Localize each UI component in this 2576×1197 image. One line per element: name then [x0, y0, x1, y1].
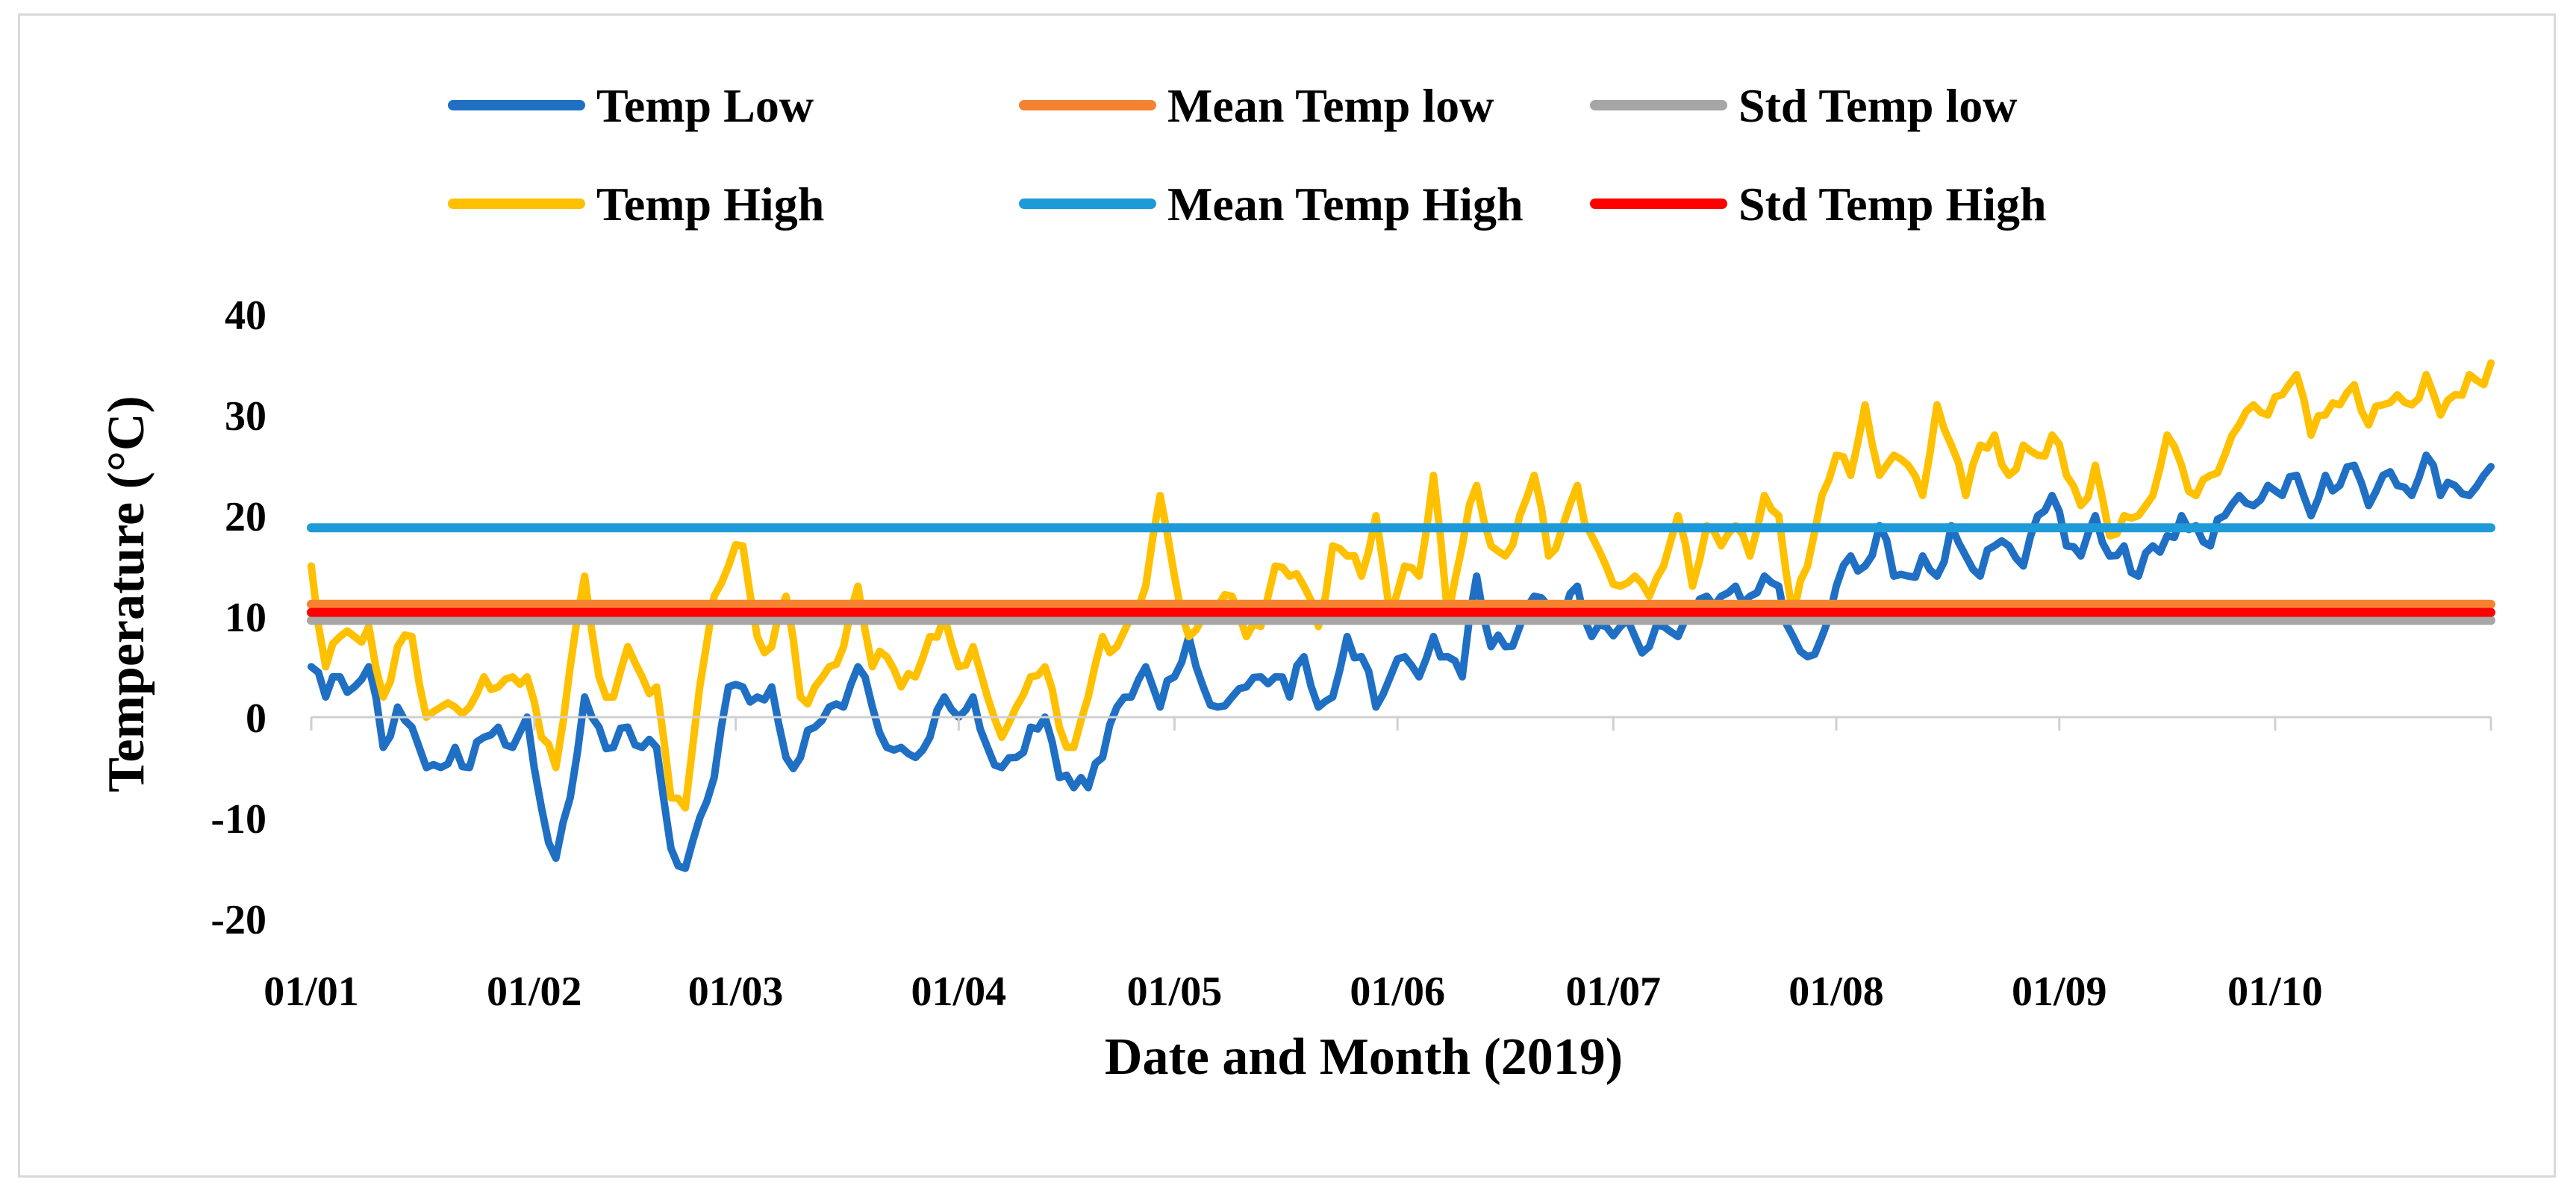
legend-entry-temp-low: Temp Low: [448, 79, 814, 132]
chart-svg: Temp Low Mean Temp low Std Temp low Temp Hi…: [98, 79, 2495, 1086]
y-tick-label: 0: [246, 696, 266, 742]
y-tick-label: 10: [225, 595, 266, 641]
y-tick-label: 30: [225, 393, 266, 440]
series-line-temp-low: [308, 451, 2495, 872]
x-tick-label: 01/10: [2227, 969, 2323, 1015]
legend-label: Temp Low: [596, 79, 814, 132]
y-tick-label: -10: [210, 796, 266, 843]
axes: 01/01 01/02 01/03 01/04 01/05 01/06 01/07 01/08…: [210, 293, 2492, 1015]
x-tick-label: 01/06: [1350, 969, 1445, 1015]
y-tick-label: 20: [225, 494, 266, 540]
y-tick-label: 40: [225, 293, 266, 339]
legend-entry-std-temp-high: Std Temp High: [1590, 178, 2047, 231]
legend-entry-temp-high: Temp High: [448, 178, 824, 231]
x-tick-label: 01/03: [688, 969, 784, 1015]
legend-entry-mean-temp-high: Mean Temp High: [1019, 178, 1524, 231]
x-tick-label: 01/09: [2012, 969, 2107, 1015]
x-tick-label: 01/05: [1127, 969, 1223, 1015]
x-tick-label: 01/04: [911, 969, 1007, 1015]
legend-entry-std-temp-low: Std Temp low: [1590, 79, 2017, 132]
series-line-temp-high: [308, 359, 2495, 812]
y-axis-title: Temperature (°C): [98, 396, 155, 793]
x-tick-label: 01/01: [263, 969, 359, 1015]
legend-label: Mean Temp High: [1167, 178, 1524, 231]
x-tick-label: 01/02: [487, 969, 582, 1015]
legend: Temp Low Mean Temp low Std Temp low Temp Hi…: [448, 79, 2047, 231]
legend-label: Mean Temp low: [1167, 79, 1494, 132]
plot-area: [307, 359, 2495, 872]
x-axis-title: Date and Month (2019): [1105, 1028, 1623, 1086]
legend-label: Std Temp High: [1738, 178, 2047, 231]
x-tick-label: 01/08: [1788, 969, 1884, 1015]
x-tick-label: 01/07: [1566, 969, 1662, 1015]
y-tick-label: -20: [210, 897, 266, 943]
legend-label: Temp High: [596, 178, 824, 231]
legend-entry-mean-temp-low: Mean Temp low: [1019, 79, 1494, 132]
chart-frame: Temp Low Mean Temp low Std Temp low Temp Hi…: [18, 13, 2556, 1178]
legend-label: Std Temp low: [1738, 79, 2017, 132]
